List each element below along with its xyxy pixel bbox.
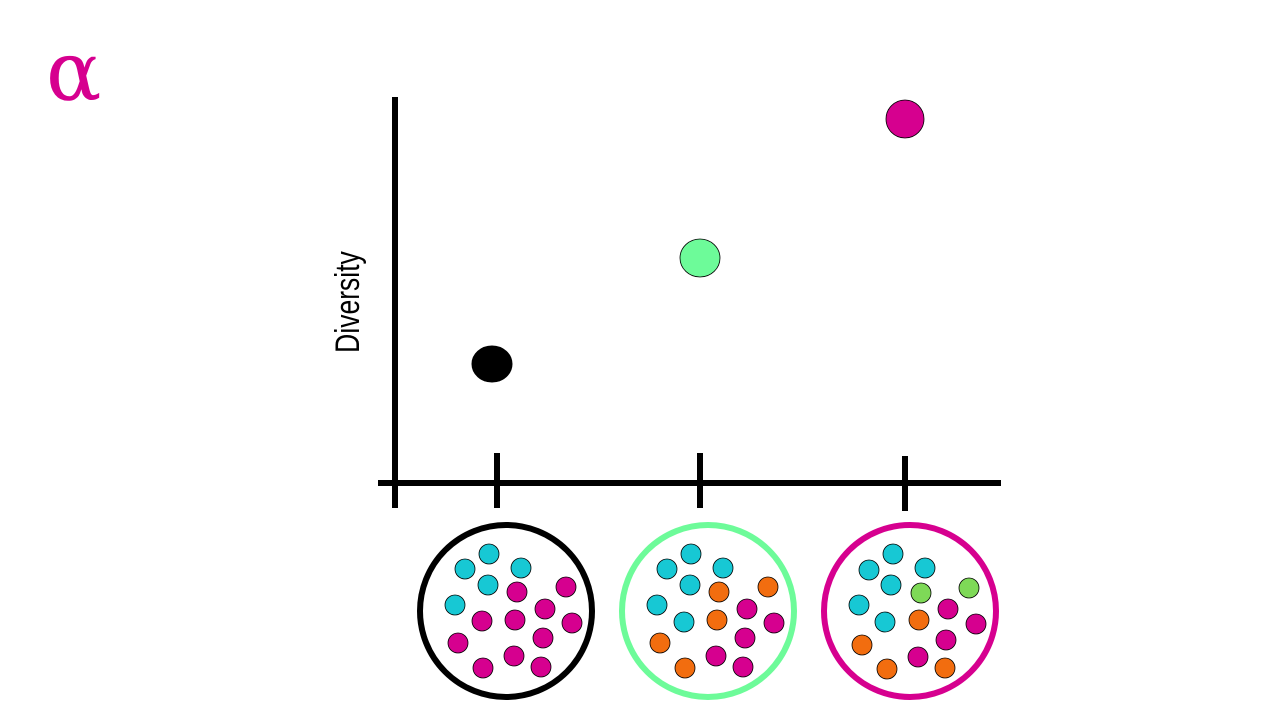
species-dot [454, 558, 476, 580]
species-dot [530, 656, 552, 678]
species-dot [935, 629, 957, 651]
species-dot [876, 658, 898, 680]
species-dot [708, 581, 730, 603]
species-dot [447, 632, 469, 654]
species-dot [907, 646, 929, 668]
species-dot [680, 543, 702, 565]
axes [378, 97, 1001, 511]
point-low [471, 345, 513, 383]
species-dot [882, 543, 904, 565]
species-dot [757, 576, 779, 598]
species-dots [444, 543, 987, 680]
species-dot [937, 598, 959, 620]
species-dot [472, 657, 494, 679]
alpha-title: α [46, 25, 101, 120]
species-dot [910, 582, 932, 604]
species-dot [679, 574, 701, 596]
community-green [619, 522, 797, 700]
species-dot [510, 557, 532, 579]
species-dot [874, 611, 896, 633]
species-dot [908, 609, 930, 631]
point-high [885, 99, 925, 139]
species-dot [934, 657, 956, 679]
species-dot [914, 557, 936, 579]
species-dot [534, 598, 556, 620]
species-dot [958, 577, 980, 599]
y-axis-label: Diversity [329, 251, 367, 353]
species-dot [503, 645, 525, 667]
species-dot [858, 559, 880, 581]
species-dot [736, 598, 758, 620]
point-mid [679, 238, 721, 278]
species-dot [506, 581, 528, 603]
species-dot [965, 613, 987, 635]
species-dot [555, 576, 577, 598]
species-dot [656, 558, 678, 580]
species-dot [712, 557, 734, 579]
species-dot [646, 594, 668, 616]
species-dot [532, 627, 554, 649]
species-dot [674, 657, 696, 679]
community-black [417, 522, 595, 700]
species-dot [732, 656, 754, 678]
species-dot [763, 612, 785, 634]
species-dot [851, 634, 873, 656]
species-dot [561, 612, 583, 634]
species-dot [444, 594, 466, 616]
species-dot [880, 574, 902, 596]
community-magenta [821, 522, 999, 700]
species-dot [478, 543, 500, 565]
species-dot [705, 645, 727, 667]
species-dot [477, 574, 499, 596]
species-dot [673, 611, 695, 633]
species-dot [649, 632, 671, 654]
species-dot [734, 627, 756, 649]
species-dot [471, 610, 493, 632]
species-dot [848, 594, 870, 616]
species-dot [504, 609, 526, 631]
species-dot [706, 609, 728, 631]
